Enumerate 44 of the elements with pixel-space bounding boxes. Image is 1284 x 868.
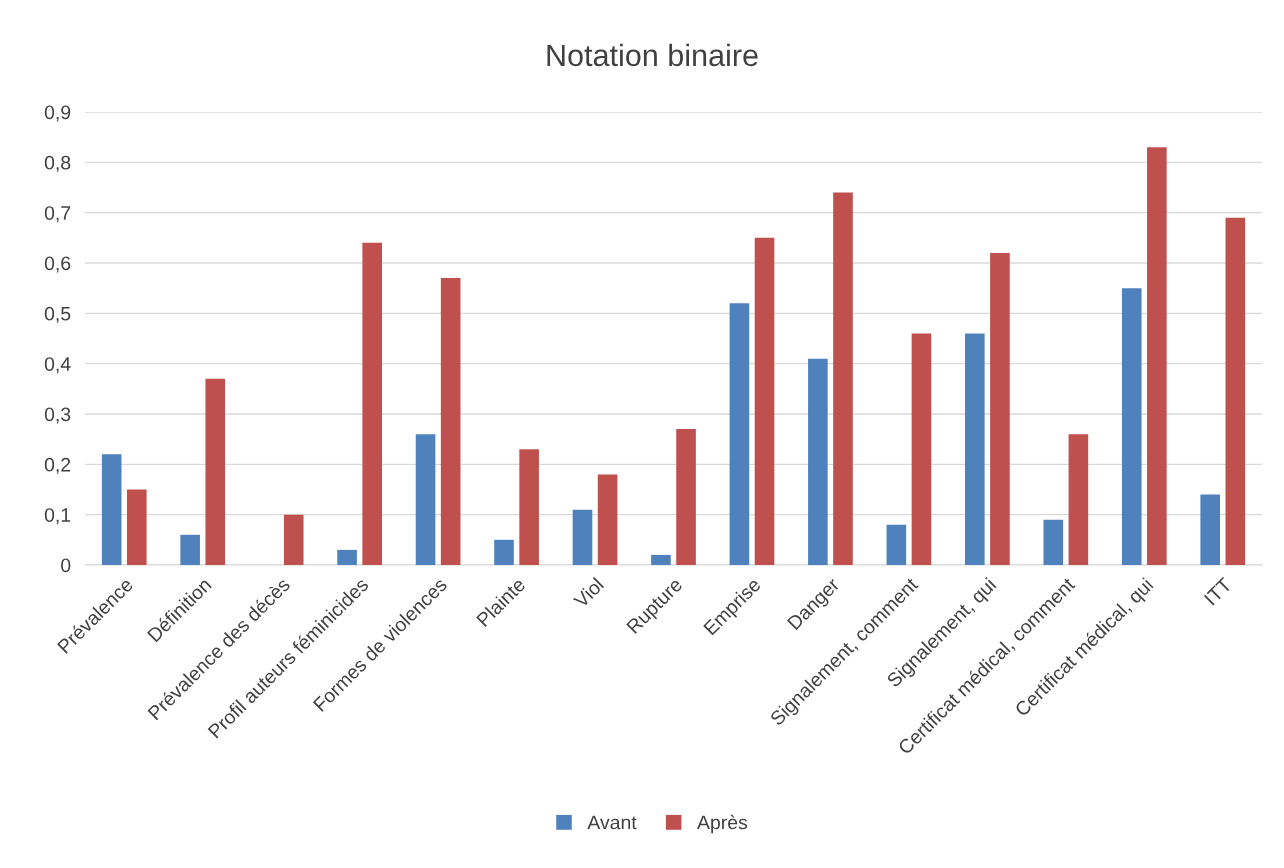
y-tick-label: 0,2 — [44, 457, 71, 474]
bar — [572, 509, 593, 565]
bar — [676, 429, 696, 565]
bar — [1068, 434, 1089, 565]
y-tick-label: 0,3 — [44, 407, 71, 424]
bar — [362, 242, 382, 565]
legend-label: Avant — [587, 815, 637, 830]
y-tick-label: 0,7 — [44, 206, 71, 223]
bar — [1043, 519, 1064, 565]
bar — [205, 378, 226, 565]
y-tick-label: 0,9 — [44, 105, 71, 122]
y-tick-label: 0,4 — [44, 357, 71, 374]
bar — [729, 303, 750, 565]
y-tick-label: 0,8 — [44, 155, 71, 172]
bar — [180, 534, 200, 565]
bar — [126, 489, 147, 565]
bar — [965, 333, 985, 565]
y-tick-label: 0,6 — [44, 256, 71, 273]
bar — [833, 192, 853, 565]
bar — [1200, 494, 1221, 565]
bar — [1225, 217, 1246, 565]
bar — [1121, 288, 1142, 565]
bar — [519, 449, 539, 565]
x-tick-label: Viol — [572, 577, 605, 609]
bar — [337, 549, 357, 565]
bar — [886, 524, 907, 565]
legend-label: Après — [697, 814, 748, 834]
bar — [440, 278, 461, 565]
bar — [415, 434, 436, 565]
bar — [911, 333, 932, 565]
bar — [494, 539, 514, 565]
bar — [283, 514, 304, 565]
x-tick-label: ITT — [1203, 576, 1233, 606]
bar — [651, 554, 671, 565]
bar — [808, 358, 828, 565]
bar — [101, 454, 122, 565]
chart-title: Notation binaire — [547, 43, 758, 67]
y-tick-label: 0,5 — [44, 306, 71, 323]
bar — [754, 237, 775, 565]
bar — [1147, 147, 1167, 565]
y-tick-label: 0 — [61, 558, 71, 573]
bar — [990, 252, 1010, 565]
bar — [597, 474, 618, 565]
y-tick-label: 0,1 — [44, 508, 71, 525]
